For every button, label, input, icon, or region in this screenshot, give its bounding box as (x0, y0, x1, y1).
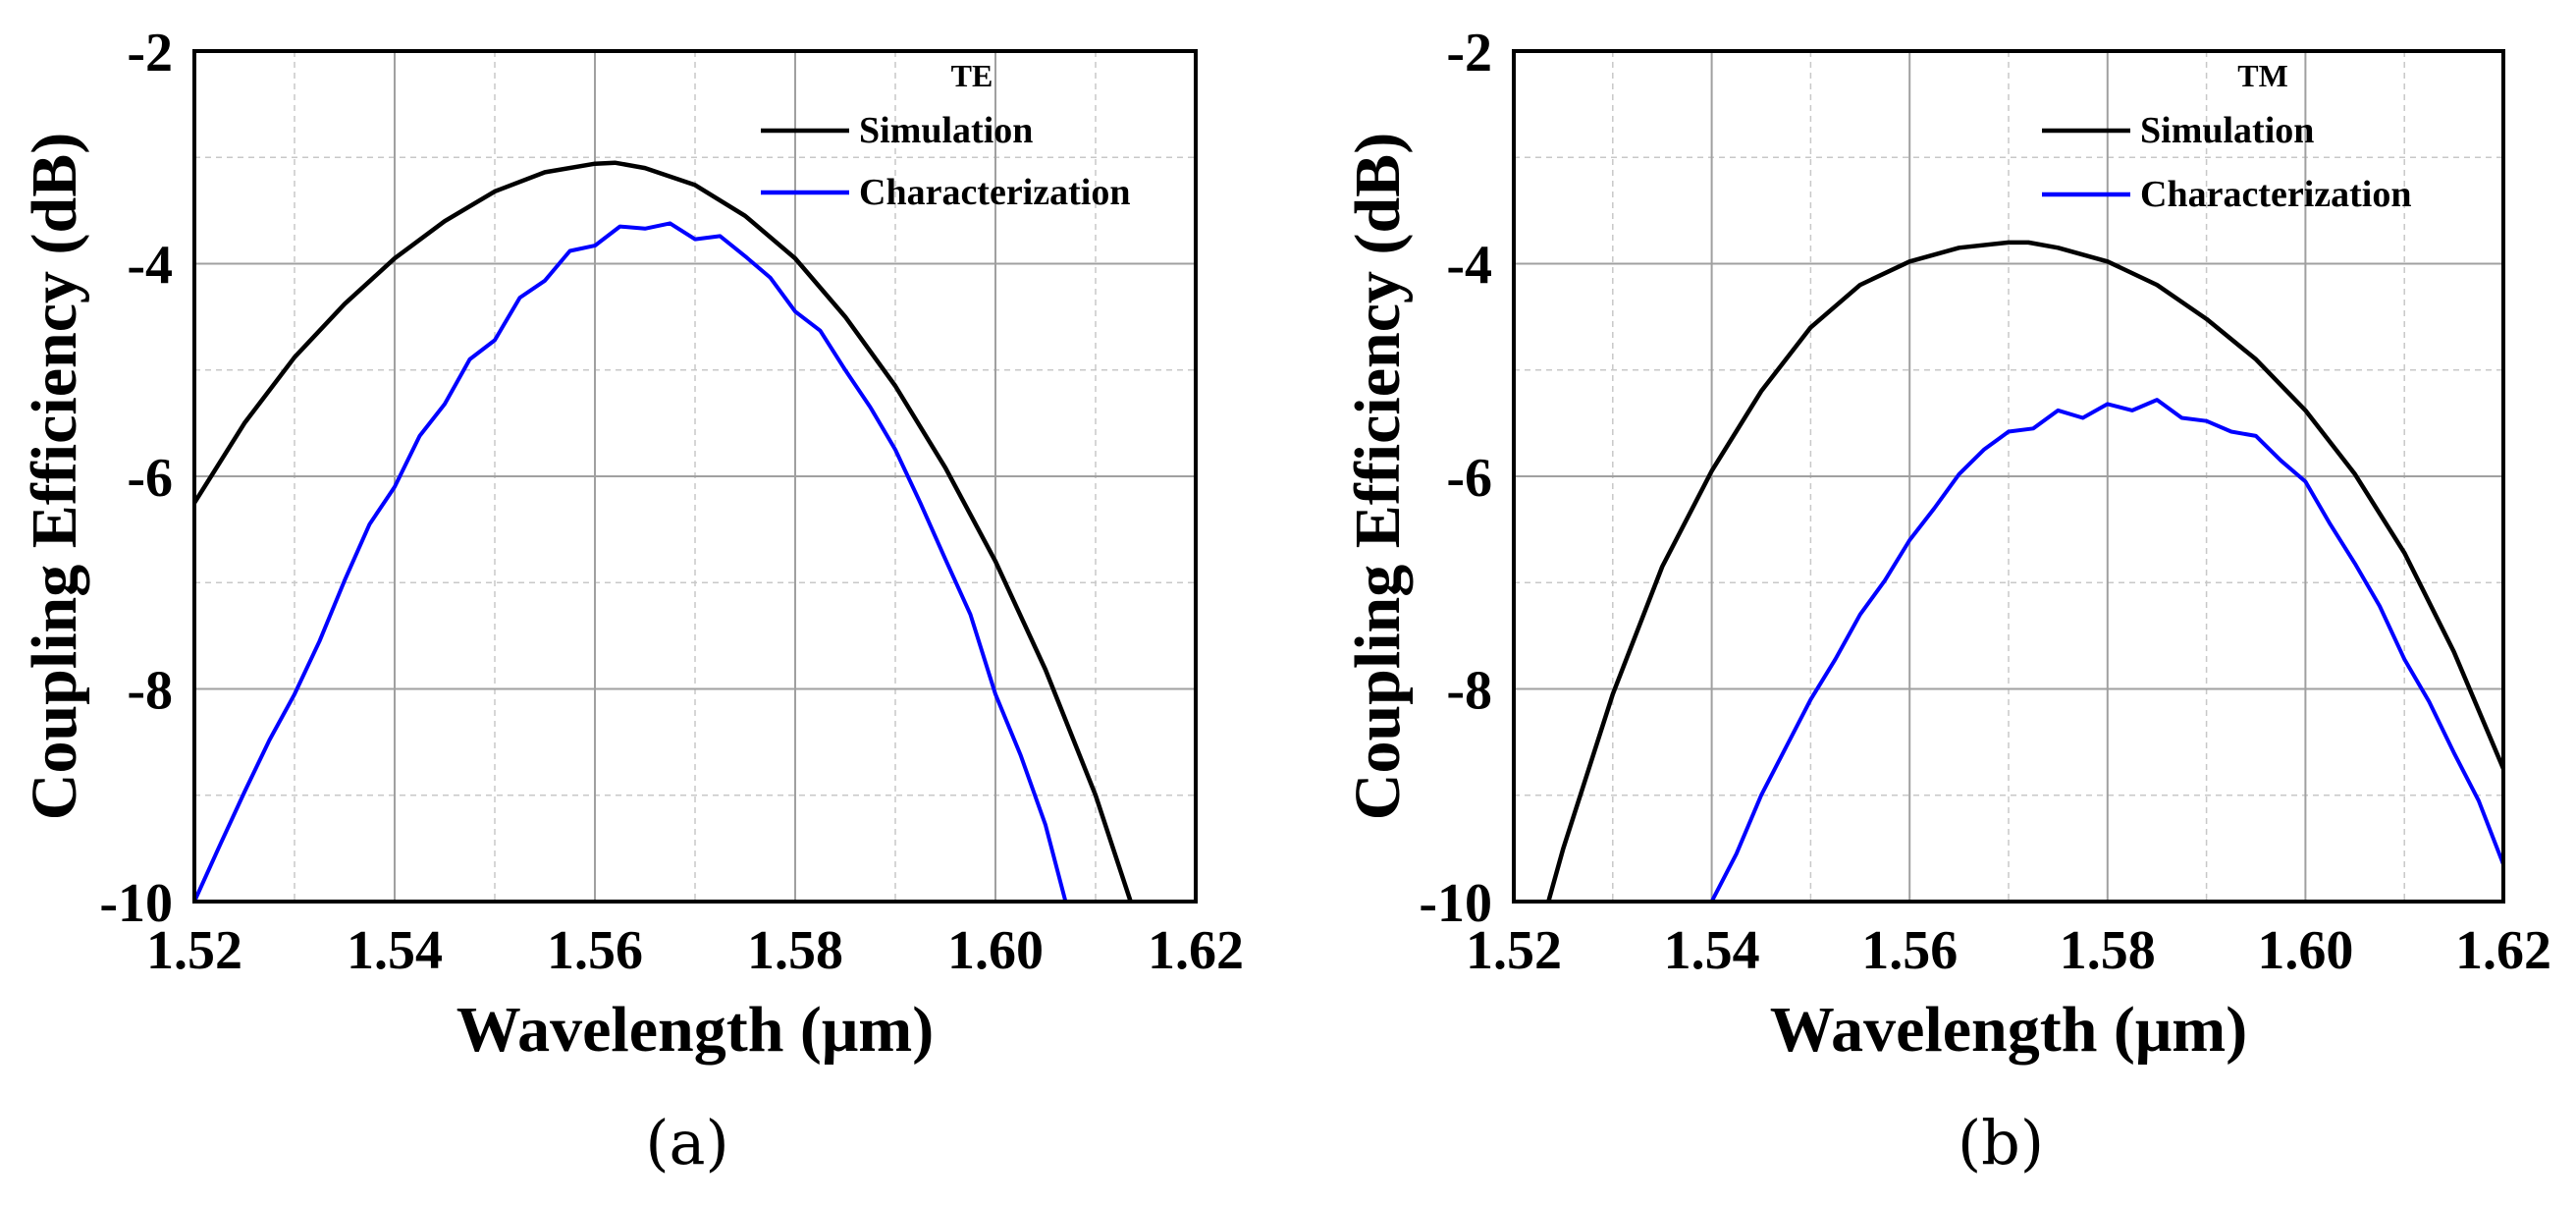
panel-caption: (a) (645, 1107, 728, 1179)
y-tick-label: -2 (127, 23, 173, 83)
y-tick-label: -10 (1419, 873, 1492, 934)
chart-panel-a: 1.52 1.54 1.56 1.58 1.60 1.62 -10 -8 -6 -4 -2 Wavel… (19, 23, 1244, 1179)
x-tick-label: 1.62 (2455, 920, 2551, 981)
series-line-characterization (1709, 398, 2503, 902)
panel-caption: (b) (1958, 1107, 2044, 1179)
y-axis-label: Coupling Efficiency (dB) (19, 133, 90, 820)
x-axis-label: Wavelength (μm) (1770, 994, 2248, 1066)
y-tick-label: -6 (1446, 448, 1492, 509)
x-tick-label: 1.54 (1664, 920, 1760, 981)
legend-label: Simulation (2140, 110, 2314, 151)
x-tick-label: 1.56 (547, 920, 643, 981)
legend-label: Characterization (2140, 174, 2411, 215)
y-axis-label: Coupling Efficiency (dB) (1342, 133, 1414, 820)
x-axis-label: Wavelength (μm) (456, 994, 935, 1066)
x-tick-label: 1.54 (347, 920, 443, 981)
legend-label: Characterization (859, 172, 1130, 213)
x-tick-label: 1.60 (947, 920, 1044, 981)
x-tick-label: 1.60 (2257, 920, 2353, 981)
x-tick-label: 1.58 (2060, 920, 2156, 981)
x-tick-label: 1.52 (1466, 920, 1562, 981)
chart-panel-b: 1.52 1.54 1.56 1.58 1.60 1.62 -10 -8 -6 -4 -2 Wavel… (1342, 23, 2551, 1179)
x-tick-label: 1.58 (747, 920, 843, 981)
plot-frame (1512, 49, 2505, 904)
series-line-characterization (194, 221, 1068, 902)
legend-title: TE (951, 58, 993, 93)
y-tick-label: -4 (1446, 236, 1492, 297)
y-tick-label: -2 (1446, 23, 1492, 83)
x-tick-label: 1.52 (146, 920, 242, 981)
y-tick-label: -4 (127, 236, 173, 297)
legend-label: Simulation (859, 110, 1033, 151)
y-tick-label: -8 (127, 661, 173, 722)
x-tick-label: 1.62 (1148, 920, 1244, 981)
series-line-simulation (1546, 240, 2503, 902)
legend-title: TM (2237, 58, 2288, 93)
y-tick-label: -10 (99, 873, 173, 934)
plot-frame (192, 49, 1198, 904)
series-line-simulation (194, 160, 1133, 902)
y-tick-label: -6 (127, 448, 173, 509)
y-tick-label: -8 (1446, 661, 1492, 722)
x-tick-label: 1.56 (1861, 920, 1958, 981)
